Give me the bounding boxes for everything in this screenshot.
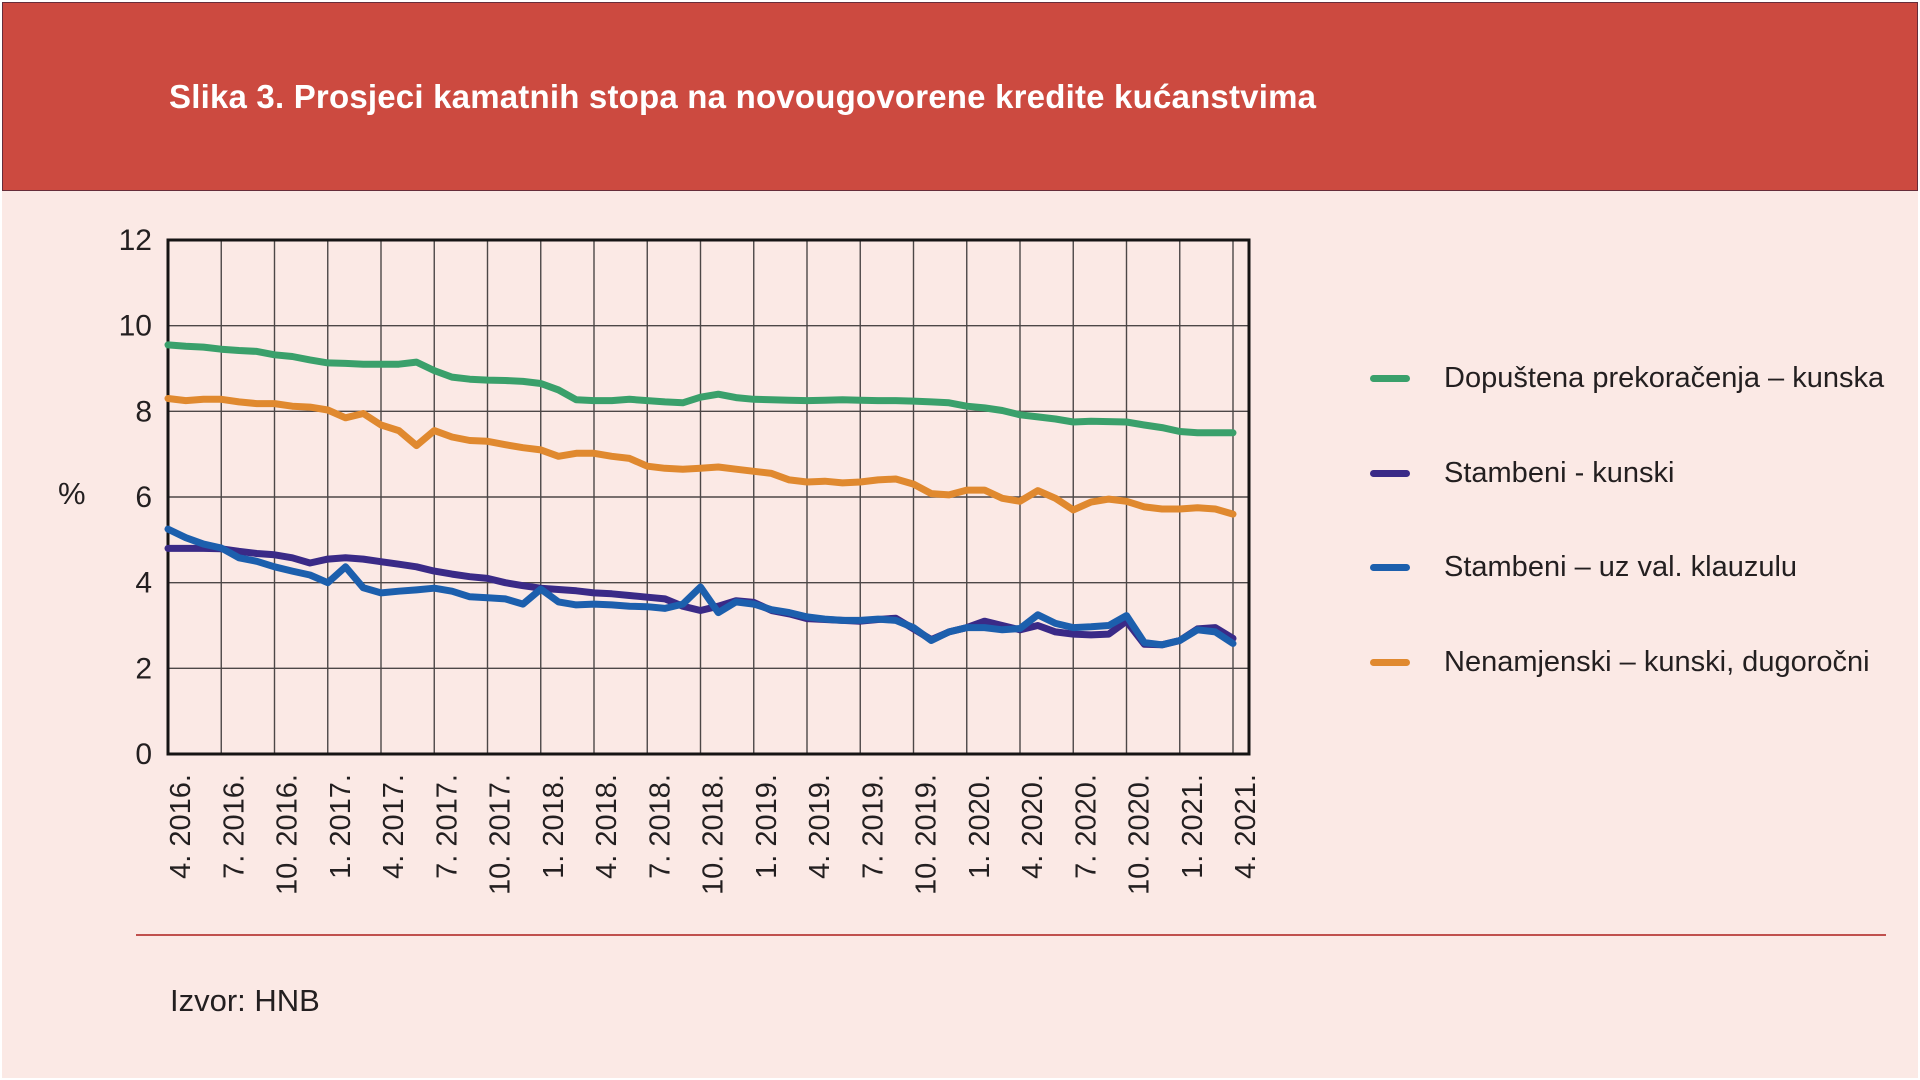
x-tick-label: 7. 2020.: [1070, 774, 1102, 879]
y-tick-label: 0: [135, 738, 152, 771]
y-tick-label: 12: [119, 224, 152, 257]
y-tick-label: 10: [119, 310, 152, 343]
figure-header: Slika 3. Prosjeci kamatnih stopa na novo…: [2, 2, 1918, 191]
x-tick-label: 10. 2016.: [272, 774, 304, 895]
legend-line-swatch-green: [1370, 374, 1410, 382]
x-tick-label: 1. 2020.: [964, 774, 996, 879]
y-tick-label: 6: [135, 481, 152, 514]
legend-line-swatch-blue: [1370, 563, 1410, 571]
x-tick-label: 7. 2018.: [644, 774, 676, 879]
x-tick-label: 4. 2017.: [378, 774, 410, 879]
x-tick-label: 10. 2017.: [485, 774, 517, 895]
x-tick-label: 1. 2017.: [325, 774, 357, 879]
legend-item: Nenamjenski – kunski, dugoročni: [1360, 642, 1870, 682]
legend-line-swatch-navy: [1370, 469, 1410, 477]
legend-item: Dopuštena prekoračenja – kunska: [1360, 358, 1884, 398]
x-tick-label: 10. 2018.: [698, 774, 730, 895]
legend-item: Stambeni - kunski: [1360, 453, 1675, 493]
legend-item-label: Stambeni – uz val. klauzulu: [1444, 550, 1798, 583]
x-tick-label: 4. 2021.: [1230, 774, 1262, 879]
x-tick-label: 4. 2020.: [1017, 774, 1049, 879]
x-tick-label: 4. 2016.: [165, 774, 197, 879]
y-axis-unit-label: %: [58, 476, 86, 511]
legend-item-label: Stambeni - kunski: [1444, 456, 1675, 489]
x-tick-label: 1. 2021.: [1177, 774, 1209, 879]
legend-item-label: Nenamjenski – kunski, dugoročni: [1444, 645, 1870, 678]
legend-line-swatch-orange: [1370, 658, 1410, 666]
series-line-0: [164, 341, 1237, 437]
legend-item-label: Dopuštena prekoračenja – kunska: [1444, 361, 1885, 394]
series-line-1: [164, 544, 1237, 649]
series-line-3: [164, 395, 1237, 518]
x-tick-label: 4. 2019.: [804, 774, 836, 879]
figure-title: Slika 3. Prosjeci kamatnih stopa na novo…: [169, 77, 1317, 115]
y-tick-label: 2: [135, 652, 152, 685]
x-tick-label: 1. 2019.: [751, 774, 783, 879]
x-tick-label: 7. 2017.: [431, 774, 463, 879]
series-line-2: [164, 525, 1237, 649]
source-divider: [136, 934, 1886, 936]
x-tick-label: 1. 2018.: [538, 774, 570, 879]
x-tick-label: 7. 2019.: [857, 774, 889, 879]
x-tick-label: 10. 2019.: [911, 774, 943, 895]
x-tick-label: 4. 2018.: [591, 774, 623, 879]
x-tick-label: 7. 2016.: [218, 774, 250, 879]
legend-item: Stambeni – uz val. klauzulu: [1360, 547, 1797, 587]
source-text: Izvor: HNB: [170, 983, 320, 1018]
y-tick-label: 4: [135, 567, 152, 600]
plot-border: [166, 238, 1251, 756]
x-tick-label: 10. 2020.: [1124, 774, 1156, 895]
y-tick-label: 8: [135, 395, 152, 428]
